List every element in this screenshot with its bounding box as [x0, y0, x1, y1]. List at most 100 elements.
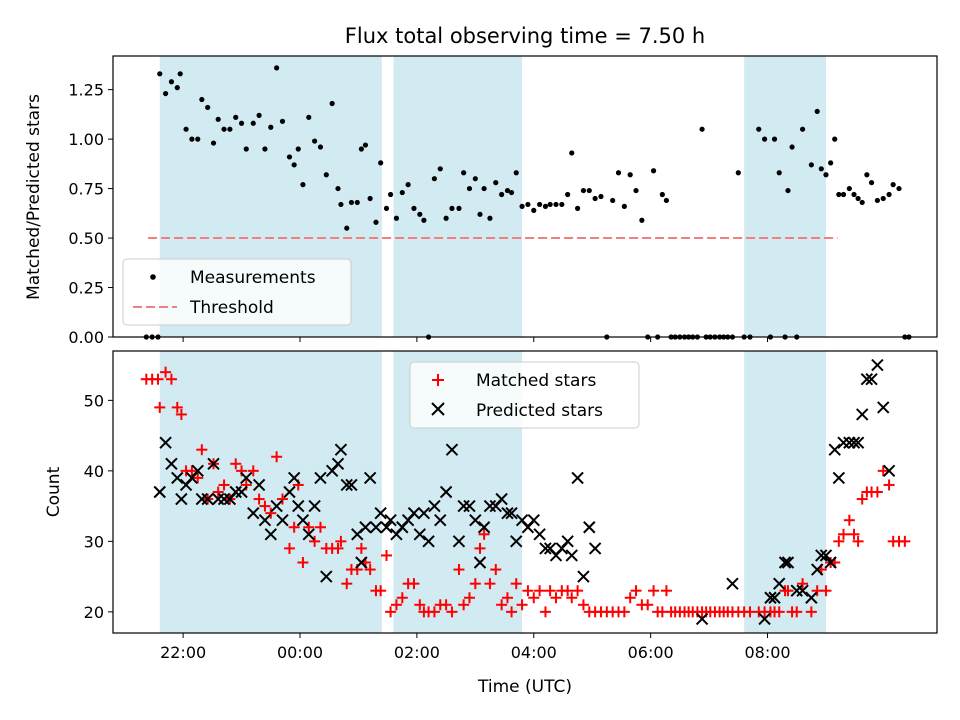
predicted-star-point: [191, 464, 204, 478]
measurement-point: [411, 205, 417, 211]
bottom-legend: Matched stars Predicted stars: [409, 361, 640, 429]
bottom-axes-frame: [112, 350, 938, 634]
predicted-star-point: [758, 612, 771, 626]
shaded-interval: [744, 56, 826, 337]
measurement-point: [814, 108, 820, 115]
predicted-star-point: [571, 471, 584, 485]
matched-star-point: [309, 535, 321, 547]
matched-star-point: [624, 592, 636, 604]
matched-star-point: [212, 486, 224, 498]
matched-star-point: [572, 585, 584, 597]
measurement-point: [542, 203, 549, 209]
matched-star-point: [414, 599, 426, 611]
predicted-star-point: [369, 521, 383, 534]
matched-star-point: [490, 564, 502, 576]
predicted-star-point: [283, 485, 296, 499]
predicted-star-point: [235, 485, 248, 499]
measurement-point: [210, 140, 217, 146]
legend-marker-measurements: [150, 274, 156, 280]
measurement-point: [874, 197, 880, 204]
measurement-point: [659, 191, 665, 198]
matched-star-point: [332, 542, 344, 554]
measurement-point: [868, 180, 875, 186]
measurement-point: [592, 195, 598, 202]
matched-star-point: [544, 585, 556, 597]
matched-star-point: [276, 493, 288, 505]
matched-star-point: [152, 373, 164, 385]
predicted-star-point: [314, 471, 327, 485]
matched-star-point: [380, 549, 392, 561]
measurement-point: [387, 191, 394, 198]
matched-star-point: [192, 472, 204, 484]
predicted-star-point: [473, 556, 487, 569]
measurement-point: [776, 170, 782, 176]
predicted-star-point: [539, 542, 552, 555]
predicted-star-point: [417, 506, 431, 520]
matched-star-point: [833, 535, 845, 547]
predicted-star-point: [824, 556, 837, 569]
predicted-star-point: [359, 521, 372, 534]
matched-star-point: [390, 599, 402, 611]
matched-star-point: [577, 599, 589, 611]
predicted-star-point: [805, 591, 818, 604]
matched-star-point: [506, 606, 518, 618]
matched-star-point: [463, 592, 475, 604]
measurement-point: [362, 142, 369, 148]
measurement-point: [417, 211, 423, 217]
measurement-point: [373, 219, 379, 225]
bottom-y-ticks: 20 30 40 50: [84, 391, 113, 622]
matched-star-point: [534, 585, 546, 597]
matched-star-point: [375, 585, 387, 597]
predicted-star-point: [428, 499, 441, 513]
predicted-star-point: [171, 471, 184, 485]
predicted-star-point: [583, 521, 596, 534]
predicted-star-point: [495, 492, 508, 506]
predicted-star-point: [165, 457, 178, 471]
predicted-star-point: [308, 499, 321, 513]
measurement-point: [615, 170, 622, 176]
measurement-point: [243, 146, 249, 152]
measurement-point: [215, 116, 221, 122]
measurement-point: [519, 203, 525, 209]
measurement-point: [886, 191, 892, 198]
predicted-star-point: [837, 436, 850, 449]
measurement-point: [233, 114, 239, 120]
measurement-point: [586, 187, 592, 194]
matched-star-point: [510, 578, 522, 590]
measurement-point: [367, 195, 373, 202]
matched-star-point: [218, 479, 230, 491]
measurement-point: [421, 217, 427, 223]
measurement-point: [286, 154, 293, 160]
matched-star-point: [453, 564, 465, 576]
matched-star-point: [848, 528, 860, 540]
predicted-star-point: [768, 591, 781, 604]
x-tick-label: 00:00: [277, 643, 323, 662]
measurement-point: [756, 126, 762, 132]
x-tick-label: 06:00: [628, 643, 674, 662]
measurement-point: [627, 172, 633, 178]
measurement-point: [399, 189, 405, 196]
matched-star-point: [396, 592, 408, 604]
bottom-y-axis-label: Count: [44, 466, 64, 517]
matched-star-point: [522, 585, 534, 597]
predicted-star-point: [445, 443, 459, 456]
y-tick-label: 1.00: [68, 130, 104, 149]
predicted-star-point: [810, 563, 824, 576]
top-axes-frame: [112, 55, 938, 338]
measurement-point: [279, 118, 286, 124]
matched-star-point: [837, 528, 849, 540]
measurement-point: [338, 201, 344, 208]
y-tick-label: 1.25: [68, 81, 104, 100]
top-y-ticks: 0.00 0.25 0.50 0.75 1.00 1.25: [68, 81, 113, 347]
matched-star-point: [782, 585, 794, 597]
measurement-point: [358, 146, 364, 152]
predicted-star-point: [201, 492, 214, 506]
measurement-point: [547, 201, 553, 208]
measurement-points: [143, 65, 912, 340]
predicted-star-point: [533, 528, 546, 541]
measurement-point: [449, 205, 455, 211]
matched-star-point: [528, 592, 540, 604]
predicted-star-point: [407, 506, 421, 520]
measurement-point: [832, 136, 838, 142]
measurement-point: [162, 90, 169, 97]
